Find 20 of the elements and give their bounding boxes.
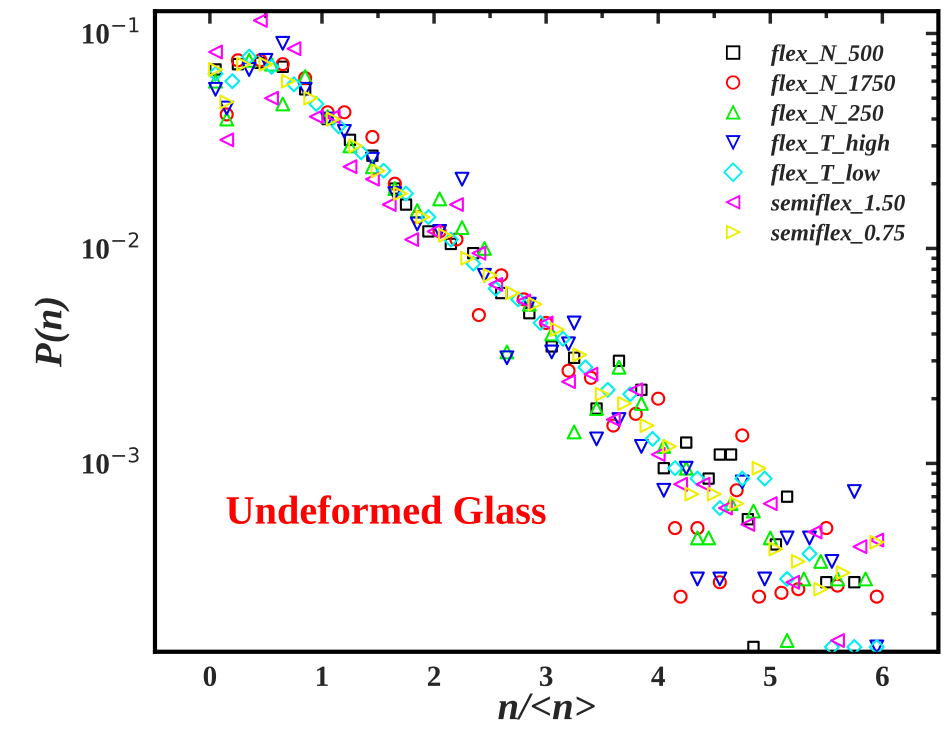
y-tick-label: 10$^{−2}$ bbox=[83, 232, 138, 259]
y-tick-label: 10$^{−3}$ bbox=[83, 447, 139, 474]
legend-label: flex_N_250 bbox=[770, 104, 884, 126]
legend-label: flex_N_500 bbox=[770, 44, 884, 66]
x-tick-label: 3 bbox=[540, 666, 552, 686]
x-tick-label: 0 bbox=[204, 666, 216, 686]
x-tick-label: 6 bbox=[876, 666, 889, 686]
y-tick-label: 10$^{−1}$ bbox=[83, 17, 138, 44]
x-tick-label: 1 bbox=[317, 666, 328, 686]
y-axis-title: P(n) bbox=[34, 298, 70, 368]
legend-label: flex_T_high bbox=[770, 134, 890, 156]
legend-label: flex_N_1750 bbox=[770, 74, 896, 96]
x-tick-label: 4 bbox=[651, 666, 665, 686]
x-axis-title: n/<n> bbox=[498, 693, 595, 720]
legend-label: flex_T_low bbox=[770, 164, 880, 186]
x-tick-label: 5 bbox=[764, 666, 776, 686]
legend-label: semiflex_0.75 bbox=[770, 224, 905, 246]
annotation: Undeformed Glass bbox=[226, 495, 546, 524]
legend-label: semiflex_1.50 bbox=[770, 194, 905, 216]
x-tick-label: 2 bbox=[428, 666, 440, 686]
